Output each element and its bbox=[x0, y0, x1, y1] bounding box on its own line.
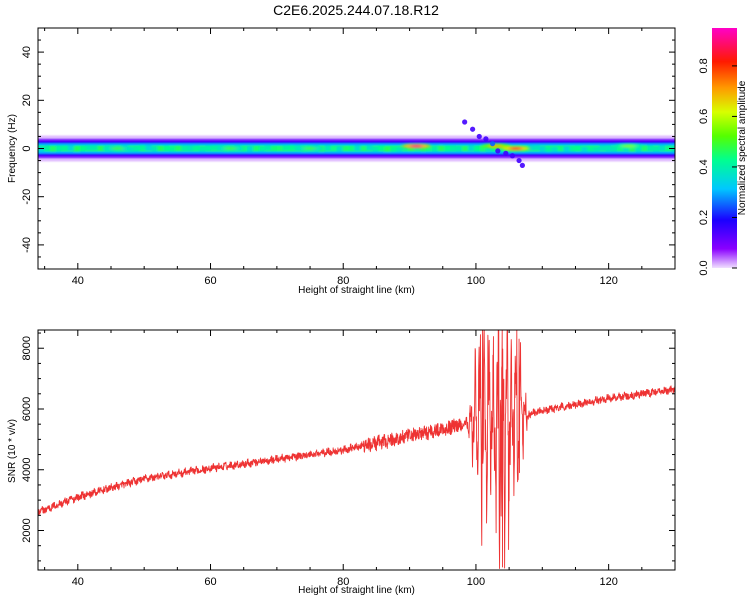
y-tick-label: 6000 bbox=[21, 397, 33, 421]
x-tick-label: 120 bbox=[599, 275, 617, 287]
hotspots bbox=[103, 143, 643, 151]
hotspot-core bbox=[110, 147, 125, 150]
snr-frame bbox=[37, 329, 676, 571]
scatter-point bbox=[489, 141, 496, 147]
hotspot-core bbox=[409, 144, 424, 148]
heatmap-y-axis-label: Frequency (Hz) bbox=[7, 114, 18, 183]
y-tick-label: 20 bbox=[21, 94, 33, 106]
x-tick-label: 40 bbox=[72, 576, 84, 588]
colorbar-ticks: 0.0 0.2 0.4 0.6 0.8 bbox=[698, 58, 737, 276]
colorbar-gradient bbox=[712, 28, 737, 268]
colorbar-tick-label: 0.2 bbox=[698, 210, 710, 225]
scatter-point bbox=[519, 162, 525, 168]
x-tick-label: 60 bbox=[204, 275, 216, 287]
colorbar-label: Normalized spectral amplitude bbox=[737, 80, 748, 215]
y-tick-label: 8000 bbox=[21, 336, 33, 360]
heatmap-panel: 40 60 80 100 120 -40 -20 0 20 40 Height of straig… bbox=[7, 27, 676, 296]
heatmap-x-axis-label: Height of straight line (km) bbox=[298, 285, 415, 296]
x-tick-label: 120 bbox=[599, 576, 617, 588]
x-tick-label: 80 bbox=[337, 275, 349, 287]
colorbar-tick-label: 0.0 bbox=[698, 260, 710, 275]
snr-ticks: 40 60 80 100 120 2000 4000 6000 8000 bbox=[21, 330, 676, 588]
y-tick-label: 40 bbox=[21, 46, 33, 58]
snr-y-axis-label: SNR (10 * v/v) bbox=[7, 419, 18, 483]
scatter-point bbox=[509, 153, 516, 159]
y-tick-label: -40 bbox=[21, 237, 33, 253]
x-tick-label: 80 bbox=[337, 576, 349, 588]
hotspot-core bbox=[303, 147, 318, 150]
colorbar-tick-label: 0.4 bbox=[698, 159, 710, 174]
scatter-point bbox=[462, 119, 468, 125]
x-tick-label: 60 bbox=[204, 576, 216, 588]
figure-title: C2E6.2025.244.07.18.R12 bbox=[273, 2, 439, 18]
heatmap-ticks: 40 60 80 100 120 -40 -20 0 20 40 bbox=[21, 27, 676, 287]
heatmap-content bbox=[38, 119, 675, 168]
colorbar-tick-label: 0.6 bbox=[698, 109, 710, 124]
x-tick-label: 100 bbox=[467, 275, 485, 287]
x-tick-label: 100 bbox=[467, 576, 485, 588]
y-tick-label: 2000 bbox=[21, 518, 33, 542]
y-tick-label: -20 bbox=[21, 189, 33, 205]
x-tick-label: 40 bbox=[72, 275, 84, 287]
scatter-point bbox=[483, 136, 489, 142]
scatter-point bbox=[495, 148, 501, 154]
snr-series-line bbox=[38, 330, 675, 569]
hotspot-core bbox=[621, 144, 636, 148]
snr-content bbox=[38, 330, 675, 569]
hotspot-core bbox=[508, 147, 523, 150]
y-tick-label: 0 bbox=[21, 145, 33, 151]
scatter-point bbox=[476, 133, 482, 140]
y-tick-label: 4000 bbox=[21, 458, 33, 482]
hotspot-core bbox=[223, 147, 238, 150]
scatter-point bbox=[516, 157, 522, 164]
scatter-point bbox=[470, 126, 476, 132]
colorbar: 0.0 0.2 0.4 0.6 0.8 Normalized spectral ampl… bbox=[698, 28, 748, 276]
snr-x-axis-label: Height of straight line (km) bbox=[298, 585, 415, 596]
snr-panel: 40 60 80 100 120 2000 4000 6000 8000 Height of s… bbox=[7, 329, 676, 596]
colorbar-tick-label: 0.8 bbox=[698, 58, 710, 73]
scatter-point bbox=[503, 150, 509, 156]
